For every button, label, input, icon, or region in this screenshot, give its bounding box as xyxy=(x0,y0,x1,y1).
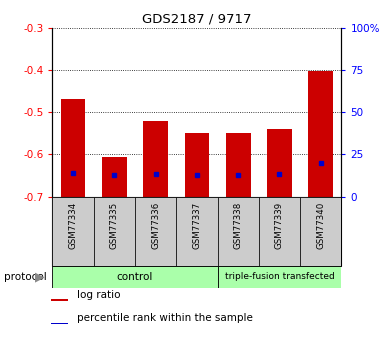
Text: triple-fusion transfected: triple-fusion transfected xyxy=(225,272,334,282)
Text: GSM77339: GSM77339 xyxy=(275,202,284,249)
Title: GDS2187 / 9717: GDS2187 / 9717 xyxy=(142,12,252,25)
Bar xyxy=(218,197,259,266)
Bar xyxy=(267,129,292,197)
Text: GSM77338: GSM77338 xyxy=(234,202,243,249)
Bar xyxy=(176,197,218,266)
Text: GSM77336: GSM77336 xyxy=(151,202,160,249)
Bar xyxy=(308,71,333,197)
Bar xyxy=(61,99,85,197)
Bar xyxy=(300,197,341,266)
Text: GSM77337: GSM77337 xyxy=(192,202,201,249)
Bar xyxy=(52,266,218,288)
Text: percentile rank within the sample: percentile rank within the sample xyxy=(77,314,253,324)
Bar xyxy=(143,120,168,197)
Text: ▶: ▶ xyxy=(35,270,45,283)
Bar xyxy=(226,133,251,197)
Text: control: control xyxy=(117,272,153,282)
Bar xyxy=(102,157,127,197)
Text: GSM77335: GSM77335 xyxy=(110,202,119,249)
Bar xyxy=(218,266,341,288)
Bar xyxy=(259,197,300,266)
Bar xyxy=(50,299,68,301)
Text: protocol: protocol xyxy=(4,272,47,282)
Bar xyxy=(185,133,209,197)
Bar xyxy=(50,323,68,324)
Text: log ratio: log ratio xyxy=(77,290,121,300)
Bar xyxy=(52,197,94,266)
Text: GSM77334: GSM77334 xyxy=(69,202,78,249)
Text: GSM77340: GSM77340 xyxy=(316,202,325,249)
Bar xyxy=(135,197,176,266)
Bar xyxy=(94,197,135,266)
